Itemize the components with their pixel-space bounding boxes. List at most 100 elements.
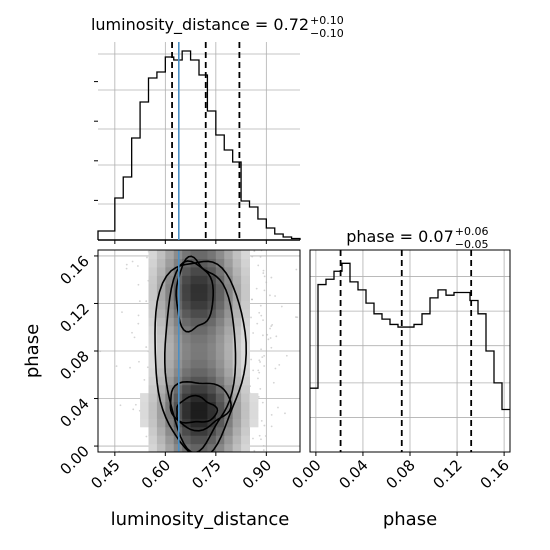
density-cell — [148, 325, 158, 335]
density-cell — [165, 342, 175, 352]
density-cell — [224, 359, 234, 369]
density-cell — [148, 342, 158, 352]
sample-point — [270, 325, 273, 327]
density-cell — [140, 401, 149, 411]
sample-point — [263, 354, 266, 357]
density-cell — [199, 275, 208, 285]
density-cell — [156, 266, 166, 276]
density-cell — [207, 418, 217, 428]
density-cell — [224, 426, 234, 436]
x-tick-label: 0.12 — [430, 456, 466, 492]
density-cell — [190, 325, 200, 335]
density-cell — [215, 258, 225, 268]
sample-point — [262, 449, 265, 451]
sample-point — [125, 267, 128, 270]
density-cell — [165, 418, 175, 428]
density-cell — [190, 418, 200, 428]
sample-point — [250, 316, 252, 319]
sample-point — [302, 280, 304, 282]
y-tick-label: 0.16 — [56, 252, 92, 288]
density-cell — [232, 275, 242, 285]
sample-point — [256, 322, 259, 325]
density-cell — [215, 393, 225, 403]
density-cell — [249, 409, 259, 419]
sample-point — [129, 366, 131, 369]
sample-point — [277, 406, 279, 409]
density-cell — [224, 435, 234, 445]
density-cell — [156, 275, 166, 285]
density-cell — [165, 409, 175, 419]
contour-line — [169, 380, 232, 432]
density-cell — [215, 359, 225, 369]
sample-point — [263, 365, 266, 367]
density-cell — [224, 300, 234, 310]
density-cell — [207, 342, 217, 352]
density-cell — [241, 300, 250, 310]
density-cell — [232, 359, 242, 369]
luminosity-distance-title-eq: = — [255, 15, 274, 34]
sample-point — [260, 419, 263, 422]
density-cell — [182, 367, 192, 377]
sample-point — [252, 369, 255, 372]
density-cell — [182, 250, 192, 259]
sample-point — [285, 354, 288, 357]
x-tick-label: 0.90 — [239, 456, 275, 492]
density-cell — [224, 250, 234, 259]
density-cell — [156, 258, 166, 268]
density-cell — [207, 292, 217, 302]
density-cell — [241, 317, 250, 327]
sample-point — [264, 435, 267, 437]
density-cell — [199, 317, 208, 327]
luminosity-distance-phase-2d-panel: 0.45 0.60 0.75 0.90 0.00 0.04 0.08 0.12 0.16 lu… — [22, 249, 304, 530]
density-cell — [224, 409, 234, 419]
density-cell — [199, 401, 208, 411]
luminosity-distance-marginal-ticks — [94, 81, 267, 244]
sample-point — [272, 381, 275, 384]
density-cell — [224, 443, 234, 452]
density-cell — [224, 317, 234, 327]
sample-point — [266, 333, 269, 336]
sample-point — [252, 332, 255, 334]
density-cell — [190, 342, 200, 352]
density-cell — [148, 418, 158, 428]
sample-point — [146, 366, 149, 369]
density-cell — [148, 393, 158, 403]
density-cell — [224, 334, 234, 344]
sample-point — [262, 269, 265, 272]
density-cell — [156, 317, 166, 327]
phase-title-eq: = — [400, 227, 419, 246]
density-cell — [232, 317, 242, 327]
phase-quantile-lines — [339, 250, 473, 452]
density-cell — [190, 283, 200, 293]
contour-line — [175, 255, 214, 333]
density-cell — [156, 393, 166, 403]
density-cell — [232, 376, 242, 386]
luminosity-distance-histogram — [97, 50, 301, 241]
sample-point — [300, 410, 302, 412]
sample-point — [267, 338, 270, 341]
sample-point — [251, 298, 253, 301]
density-cell — [199, 426, 208, 436]
density-cell — [215, 401, 225, 411]
density-cell — [190, 266, 200, 276]
density-cell — [148, 367, 158, 377]
density-cell — [148, 401, 158, 411]
density-cell — [190, 359, 200, 369]
sample-point — [251, 255, 254, 258]
density-cell — [241, 367, 250, 377]
density-cell — [156, 342, 166, 352]
density-cell — [249, 393, 259, 403]
density-cell — [224, 351, 234, 360]
density-cell — [190, 334, 200, 344]
density-cell — [232, 342, 242, 352]
sample-point — [255, 287, 258, 290]
sample-point — [138, 300, 141, 303]
sample-point — [269, 327, 271, 330]
density-cell — [207, 384, 217, 394]
sample-point — [253, 449, 256, 452]
density-cell — [190, 317, 200, 327]
density-cell — [215, 283, 225, 293]
density-cell — [148, 292, 158, 302]
density-cell — [156, 367, 166, 377]
